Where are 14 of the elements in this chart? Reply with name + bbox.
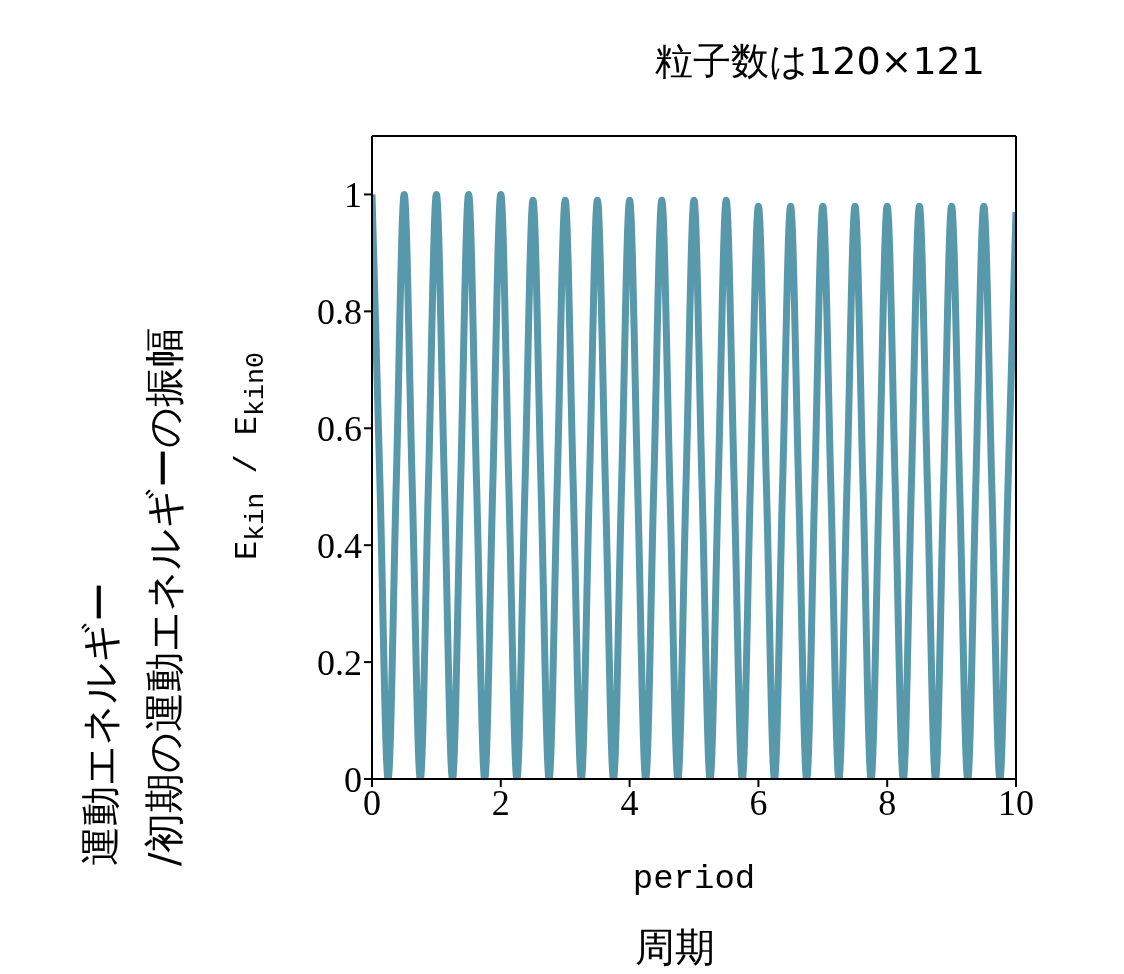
y-tick-label: 1	[344, 175, 362, 216]
x-tick-label: 8	[878, 782, 897, 823]
x-tick-label: 6	[749, 782, 768, 823]
x-axis-title: period	[632, 860, 756, 898]
text: 周期	[635, 923, 715, 972]
text: 運動エネルギー /初期の運動エネルギーの振幅	[76, 326, 188, 866]
y-tick-label: 0.4	[317, 525, 362, 566]
x-tick-label: 4	[620, 782, 639, 823]
x-tick-label: 10	[998, 782, 1034, 823]
y-tick-label: 0.2	[317, 642, 362, 683]
x-tick-label: 2	[491, 782, 510, 823]
y-tick-label: 0.6	[317, 409, 362, 450]
y-tick-label: 0.8	[317, 292, 362, 333]
chart-title: 粒子数は120×121	[655, 38, 985, 85]
